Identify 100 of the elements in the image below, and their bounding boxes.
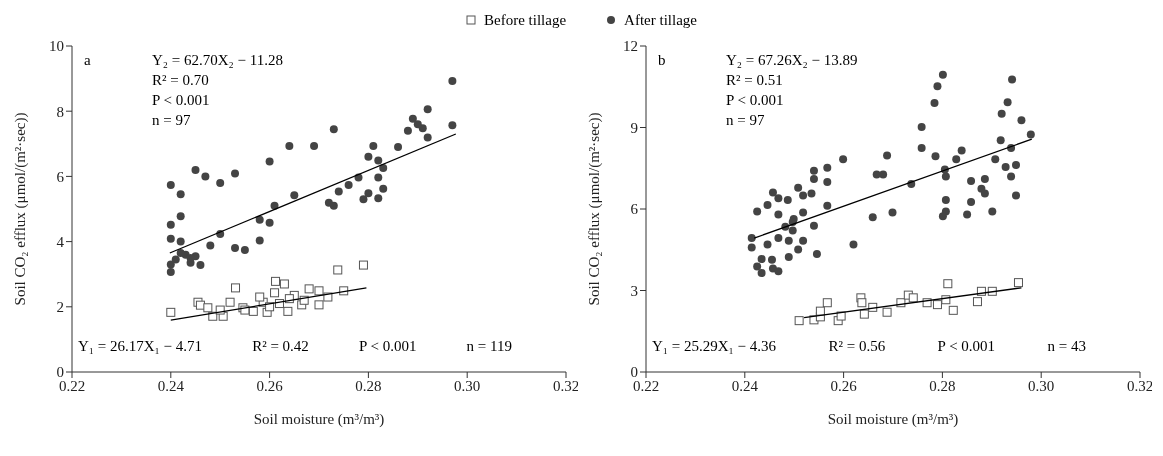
annotation: Y₁ = 26.17X₁ − 4.71 — [78, 338, 203, 355]
point — [271, 276, 281, 286]
point — [314, 286, 324, 296]
point — [225, 297, 235, 307]
point — [344, 180, 353, 189]
point — [304, 284, 314, 294]
point — [394, 143, 403, 152]
annotation: R² = 0.42 — [252, 338, 309, 355]
annotation: Y₂ = 67.26X₂ − 13.89 — [726, 51, 858, 70]
point — [231, 244, 240, 253]
annotation: P < 0.001 — [358, 338, 417, 355]
y-tick-label: 2 — [56, 299, 64, 316]
y-tick-label: 4 — [56, 233, 65, 250]
y-axis-title: Soil CO₂ efflux (μmol/(m²·sec)) — [586, 112, 604, 306]
x-tick-label: 0.32 — [1126, 377, 1154, 394]
point — [364, 189, 373, 198]
point — [279, 279, 289, 289]
point — [948, 305, 958, 315]
point — [329, 125, 338, 134]
x-tick-label: 0.26 — [256, 377, 284, 394]
point — [448, 76, 457, 85]
point — [206, 241, 215, 250]
annotation: R² = 0.51 — [726, 71, 784, 90]
y-tick-label: 10 — [49, 38, 64, 55]
annotation: n = 43 — [1047, 338, 1086, 355]
point — [932, 300, 942, 310]
point — [255, 236, 264, 245]
point — [290, 191, 299, 200]
x-tick-label: 0.24 — [731, 377, 759, 394]
point — [329, 201, 338, 210]
point — [374, 156, 383, 165]
point — [255, 292, 265, 302]
legend-label: After tillage — [624, 11, 697, 29]
point — [231, 169, 240, 178]
point — [379, 184, 388, 193]
point — [191, 165, 200, 174]
point — [882, 307, 892, 317]
point — [240, 246, 249, 255]
x-tick-label: 0.30 — [1028, 377, 1055, 394]
point — [369, 142, 378, 151]
point — [283, 306, 293, 316]
x-tick-label: 0.24 — [157, 377, 185, 394]
point — [166, 267, 175, 276]
point — [448, 121, 457, 130]
point — [358, 260, 368, 270]
legend-label: Before tillage — [484, 11, 567, 29]
point — [859, 309, 869, 319]
point — [231, 283, 241, 293]
point — [176, 212, 185, 221]
x-axis-title: Soil moisture (m³/m³) — [253, 411, 385, 428]
point — [176, 249, 185, 258]
point — [203, 303, 213, 313]
x-tick-label: 0.28 — [929, 377, 956, 394]
point — [171, 255, 180, 264]
point — [374, 173, 383, 182]
annotation: Y₂ = 62.70X₂ − 11.28 — [152, 51, 283, 70]
point — [186, 253, 195, 262]
x-tick-label: 0.26 — [830, 377, 858, 394]
annotation: Y₁ = 25.29X₁ − 4.36 — [652, 338, 777, 355]
x-tick-label: 0.32 — [552, 377, 580, 394]
annotation: P < 0.001 — [726, 91, 785, 110]
point — [176, 237, 185, 246]
point — [815, 306, 825, 316]
y-tick-label: 6 — [56, 168, 65, 185]
y-tick-label: 12 — [623, 38, 638, 55]
annotation: R² = 0.56 — [828, 338, 886, 355]
annotation: n = 97 — [152, 111, 192, 130]
point — [1013, 278, 1023, 288]
point — [166, 220, 175, 229]
annotation: b — [658, 52, 666, 69]
y-tick-label: 6 — [630, 201, 639, 218]
point — [364, 152, 373, 161]
annotation: n = 119 — [466, 338, 512, 355]
point — [196, 261, 205, 270]
point — [265, 157, 274, 166]
point — [794, 316, 804, 326]
annotation: a — [84, 52, 91, 69]
y-tick-label: 3 — [630, 282, 638, 299]
point — [333, 265, 343, 275]
annotation: P < 0.001 — [152, 91, 211, 110]
point — [857, 298, 867, 308]
point — [255, 215, 264, 224]
point — [310, 142, 319, 151]
point — [423, 133, 432, 142]
point — [943, 279, 953, 289]
point — [270, 288, 280, 298]
point — [166, 307, 176, 317]
point — [166, 180, 175, 189]
point — [413, 120, 422, 129]
x-axis-title: Soil moisture (m³/m³) — [827, 411, 959, 428]
point — [423, 105, 432, 114]
annotation: P < 0.001 — [937, 338, 996, 355]
x-tick-label: 0.28 — [355, 377, 382, 394]
point — [822, 298, 832, 308]
point — [374, 194, 383, 203]
point — [359, 195, 368, 204]
point — [176, 190, 185, 199]
point — [216, 178, 225, 187]
y-tick-label: 8 — [56, 103, 64, 120]
y-axis-title: Soil CO₂ efflux (μmol/(m²·sec)) — [12, 112, 30, 306]
